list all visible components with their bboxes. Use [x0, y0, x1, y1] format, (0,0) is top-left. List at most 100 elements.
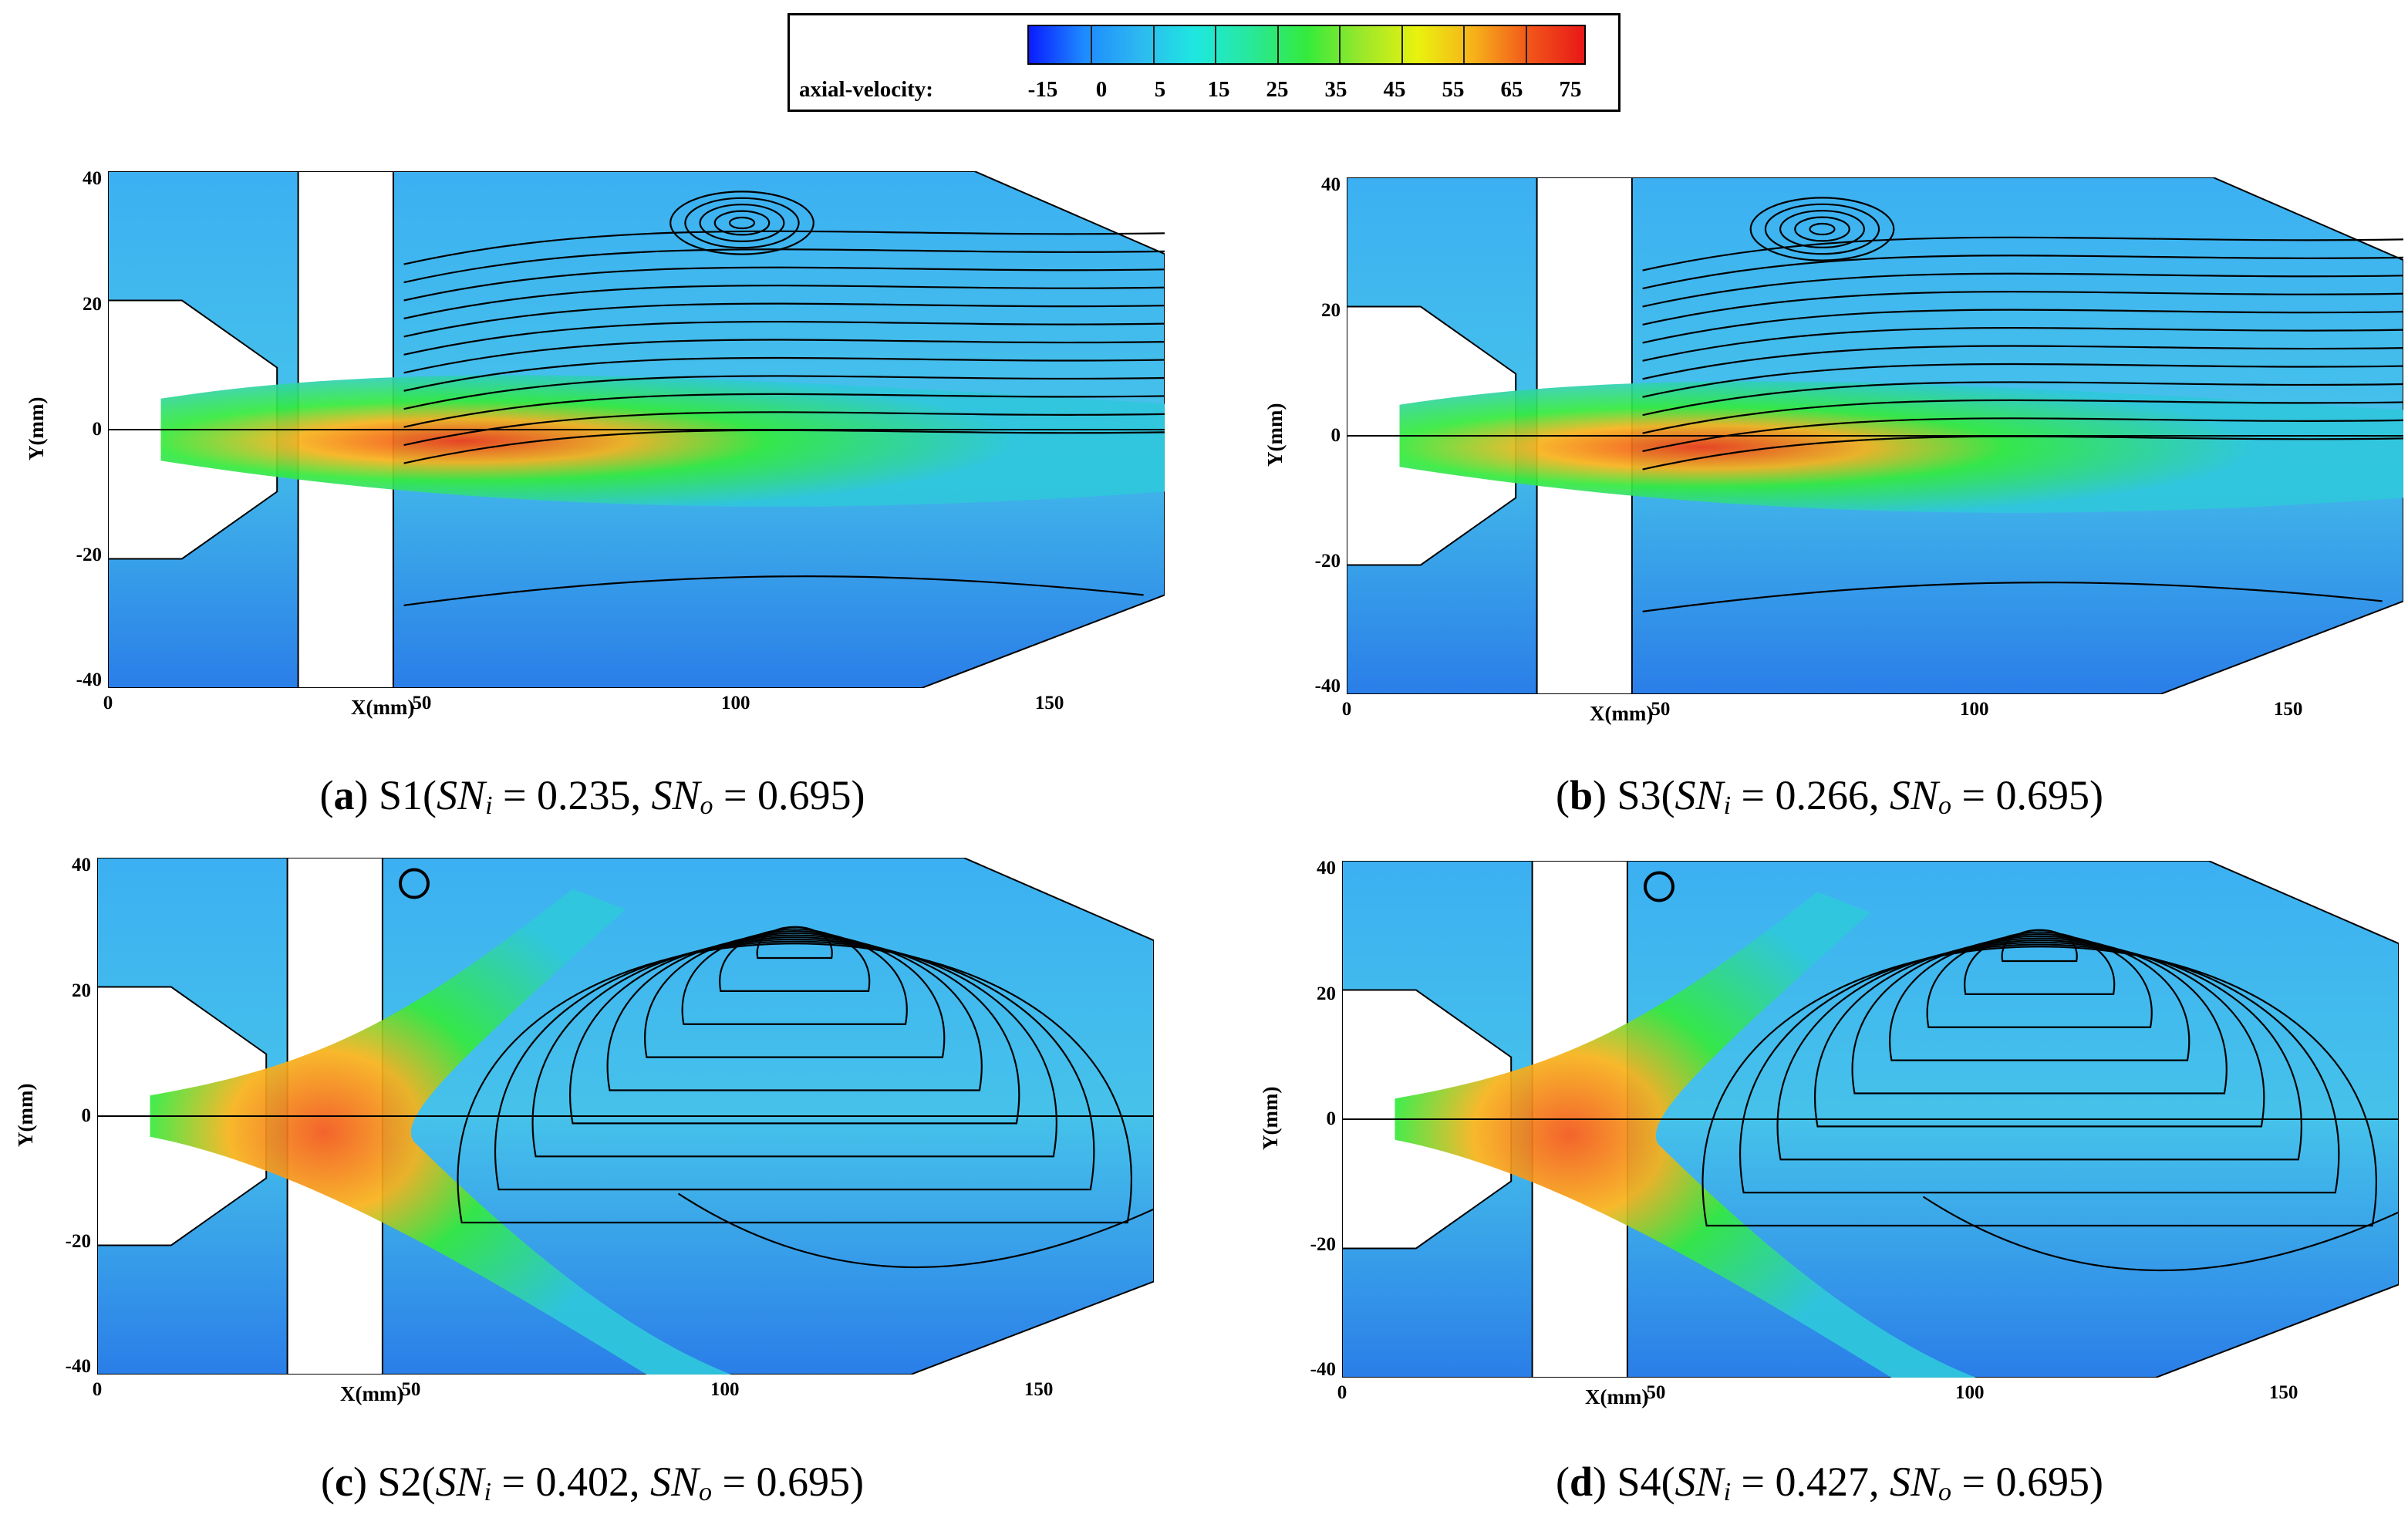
caption-letter: a [333, 772, 355, 818]
velocity-contour [1922, 1196, 2399, 1271]
y-tick-label: -40 [76, 670, 102, 690]
colorbar-separator [1215, 26, 1217, 63]
y-tick-label: -40 [65, 1356, 91, 1377]
streamlines [399, 868, 1132, 1224]
panel-caption: (d) S4(SNi = 0.427, SNo = 0.695) [1556, 1459, 2103, 1506]
colorbar-separator [1463, 26, 1465, 63]
panel-caption: (b) S3(SNi = 0.266, SNo = 0.695) [1556, 772, 2103, 820]
y-axis-label: Y(mm) [14, 1083, 37, 1147]
x-tick-label: 100 [1955, 1382, 1985, 1403]
x-tick-label: 100 [721, 693, 750, 713]
x-tick-label: 0 [103, 693, 113, 713]
x-tick-label: 50 [1651, 699, 1671, 720]
caption-case: S1 [379, 772, 423, 818]
caption-case: S3 [1617, 772, 1661, 818]
caption-sno-sub: o [700, 791, 713, 820]
caption-sno-label: SN [1890, 1459, 1939, 1505]
caption-sno-label: SN [651, 772, 700, 818]
colorbar-separator [1339, 26, 1341, 63]
velocity-field-plot [108, 171, 1165, 688]
x-tick-label: 150 [2268, 1382, 2298, 1403]
velocity-field-plot [1342, 861, 2399, 1378]
colorbar-tick-label: 55 [1442, 77, 1465, 102]
velocity-contour [403, 575, 1144, 606]
caption-case: S2 [377, 1459, 422, 1505]
caption-letter: d [1569, 1459, 1594, 1505]
high-velocity-jet [1395, 892, 1976, 1378]
colorbar-tick-label: 65 [1500, 77, 1523, 102]
high-velocity-jet [150, 889, 731, 1375]
y-tick-label: -40 [1314, 676, 1341, 697]
colorbar-separator [1152, 26, 1155, 63]
x-tick-label: 50 [401, 1379, 421, 1400]
colorbar-separator [1525, 26, 1527, 63]
caption-sni-value: 0.402 [535, 1459, 629, 1505]
x-tick-label: 100 [1960, 699, 1989, 720]
x-tick-label: 50 [1646, 1382, 1666, 1403]
caption-sni-value: 0.235 [536, 772, 631, 818]
caption-letter: c [335, 1459, 353, 1505]
caption-sni-value: 0.427 [1775, 1459, 1870, 1505]
x-tick-label: 0 [1341, 699, 1352, 720]
caption-sni-sub: i [485, 791, 493, 820]
y-tick-label: 0 [1326, 1108, 1337, 1129]
velocity-contour [1642, 582, 2383, 612]
caption-sni-sub: i [1723, 1478, 1732, 1506]
x-tick-label: 150 [1024, 1379, 1054, 1400]
caption-sno-sub: o [699, 1478, 712, 1506]
y-tick-label: 0 [92, 419, 103, 440]
colorbar-separator [1401, 26, 1403, 63]
y-tick-label: 40 [1317, 858, 1336, 879]
caption-sno-sub: o [1938, 791, 1952, 820]
x-axis-label: X(mm) [339, 1382, 404, 1405]
panel-b: 40 20 0 -20 -40 0 50 100 150 Y(mm) X(mm) [1263, 174, 2403, 725]
y-tick-label: 0 [1330, 425, 1341, 446]
panel-caption: (c) S2(SNi = 0.402, SNo = 0.695) [321, 1459, 864, 1506]
panel-caption: (a) S1(SNi = 0.235, SNo = 0.695) [319, 772, 865, 820]
streamlines [403, 191, 1165, 464]
velocity-field-plot [1347, 177, 2403, 694]
colorbar-tick-label: 5 [1154, 77, 1166, 102]
velocity-field-plot [97, 858, 1154, 1375]
caption-sno-label: SN [649, 1459, 699, 1505]
x-tick-label: 0 [1337, 1382, 1347, 1403]
caption-sno-value: 0.695 [1995, 1459, 2090, 1505]
x-tick-label: 150 [1034, 693, 1064, 713]
colorbar-tick-label: 35 [1324, 77, 1347, 102]
caption-sni-label: SN [1674, 1459, 1724, 1505]
caption-sni-label: SN [435, 1459, 484, 1505]
y-tick-label: -40 [1310, 1359, 1336, 1380]
caption-sni-value: 0.266 [1775, 772, 1870, 818]
caption-sno-label: SN [1890, 772, 1939, 818]
y-tick-label: 20 [72, 980, 91, 1001]
y-tick-label: 20 [83, 293, 102, 315]
colorbar-title: axial-velocity: [799, 77, 933, 102]
x-axis-label: X(mm) [350, 696, 415, 719]
panel-c: 40 20 0 -20 -40 0 50 100 150 Y(mm) X(mm) [14, 855, 1154, 1405]
caption-sno-value: 0.695 [757, 772, 852, 818]
x-axis-label: X(mm) [1589, 702, 1654, 725]
caption-sni-sub: i [484, 1478, 491, 1506]
caption-case: S4 [1617, 1459, 1661, 1505]
y-tick-label: -20 [1310, 1233, 1336, 1255]
caption-sni-sub: i [1723, 791, 1732, 820]
colorbar-separator [1277, 26, 1279, 63]
colorbar-tick-label: 15 [1207, 77, 1230, 102]
caption-letter: b [1569, 772, 1594, 818]
caption-sno-value: 0.695 [756, 1459, 850, 1505]
caption-sno-sub: o [1938, 1478, 1952, 1506]
y-tick-label: -20 [76, 544, 102, 565]
y-axis-label: Y(mm) [1263, 403, 1287, 467]
y-axis-label: Y(mm) [1259, 1086, 1282, 1150]
colorbar-tick-label: 25 [1266, 77, 1289, 102]
panel-d: 40 20 0 -20 -40 0 50 100 150 Y(mm) X(mm) [1259, 858, 2399, 1408]
y-tick-label: 20 [1321, 299, 1341, 321]
y-tick-label: -20 [1314, 550, 1341, 572]
y-tick-label: 40 [72, 855, 91, 875]
y-tick-label: 20 [1317, 983, 1336, 1004]
x-tick-label: 100 [710, 1379, 740, 1400]
y-tick-label: -20 [65, 1230, 91, 1252]
x-tick-label: 50 [412, 693, 432, 713]
panel-a: 40 20 0 -20 -40 0 50 100 150 Y(mm) X(mm) [25, 168, 1165, 719]
y-tick-label: 40 [83, 168, 102, 189]
